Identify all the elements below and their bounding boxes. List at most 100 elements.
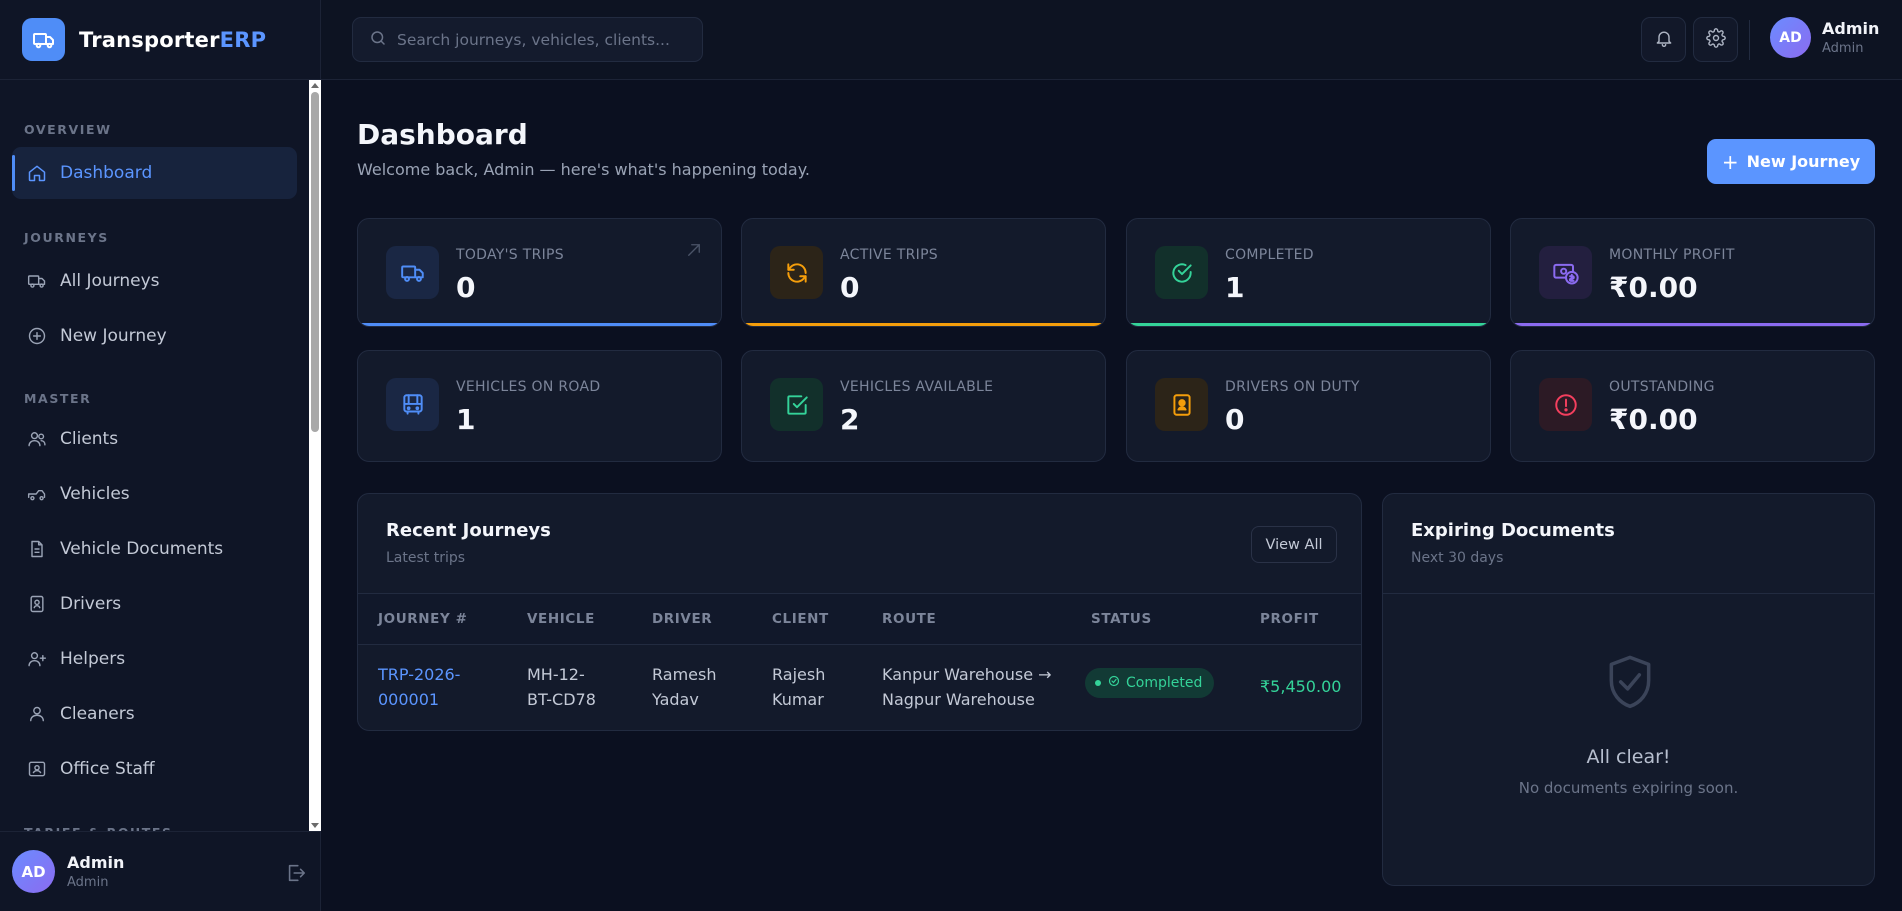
user-role: Admin bbox=[67, 875, 109, 890]
sidebar-item-cleaners[interactable]: Cleaners bbox=[12, 688, 297, 740]
sidebar-item-label: Drivers bbox=[60, 594, 122, 614]
sidebar-item-label: Helpers bbox=[60, 649, 126, 669]
stat-label: OUTSTANDING bbox=[1609, 379, 1715, 395]
stat-card-active-trips[interactable]: ACTIVE TRIPS 0 bbox=[741, 218, 1106, 327]
sidebar-scrollbar[interactable] bbox=[309, 80, 321, 831]
document-icon bbox=[26, 538, 48, 560]
sidebar-item-office-staff[interactable]: Office Staff bbox=[12, 743, 297, 795]
divider bbox=[358, 593, 1361, 594]
stat-value: 0 bbox=[1225, 403, 1245, 436]
truck-icon bbox=[26, 270, 48, 292]
column-header[interactable]: PROFIT bbox=[1260, 611, 1319, 627]
avatar[interactable]: AD bbox=[12, 850, 55, 893]
id-badge-icon bbox=[1155, 378, 1208, 431]
check-circle-icon bbox=[1155, 246, 1208, 299]
table-header: JOURNEY # VEHICLE DRIVER CLIENT ROUTE ST… bbox=[358, 594, 1361, 645]
stat-card-drivers-on-duty[interactable]: DRIVERS ON DUTY 0 bbox=[1126, 350, 1491, 462]
empty-state-title: All clear! bbox=[1586, 746, 1671, 768]
stat-label: ACTIVE TRIPS bbox=[840, 247, 938, 263]
sidebar-item-label: All Journeys bbox=[60, 271, 160, 291]
sidebar-item-label: Vehicles bbox=[60, 484, 130, 504]
scrollbar-thumb[interactable] bbox=[311, 92, 319, 432]
stat-label: COMPLETED bbox=[1225, 247, 1314, 263]
brand-name: TransporterERP bbox=[79, 27, 267, 52]
stat-value: ₹0.00 bbox=[1609, 403, 1698, 436]
stat-card-vehicles-on-road[interactable]: VEHICLES ON ROAD 1 bbox=[357, 350, 722, 462]
bell-icon bbox=[1654, 28, 1674, 52]
users-icon bbox=[26, 428, 48, 450]
sidebar-nav: OVERVIEW Dashboard JOURNEYS All Journeys… bbox=[0, 80, 321, 831]
topbar-user[interactable]: AD Admin Admin bbox=[1770, 17, 1879, 58]
journey-number-link[interactable]: TRP-2026- 000001 bbox=[378, 665, 461, 709]
sidebar-item-new-journey[interactable]: New Journey bbox=[12, 310, 297, 362]
stat-card-todays-trips[interactable]: TODAY'S TRIPS 0 bbox=[357, 218, 722, 327]
table-row[interactable]: TRP-2026- 000001 MH-12- BT-CD78 Ramesh Y… bbox=[358, 646, 1361, 726]
avatar[interactable]: AD bbox=[1770, 17, 1811, 58]
user-role: Admin bbox=[1822, 41, 1864, 56]
stat-card-vehicles-available[interactable]: VEHICLES AVAILABLE 2 bbox=[741, 350, 1106, 462]
route-cell: Kanpur Warehouse → Nagpur Warehouse bbox=[882, 665, 1052, 709]
stat-label: VEHICLES AVAILABLE bbox=[840, 379, 994, 395]
topbar: AD Admin Admin bbox=[321, 0, 1902, 80]
section-label-overview: OVERVIEW bbox=[24, 121, 112, 137]
status-dot-icon bbox=[1095, 680, 1101, 686]
stat-label: MONTHLY PROFIT bbox=[1609, 247, 1735, 263]
check-circle-icon bbox=[1108, 675, 1120, 691]
topbar-divider bbox=[1749, 20, 1750, 60]
plus-circle-icon bbox=[26, 325, 48, 347]
sidebar-item-vehicle-documents[interactable]: Vehicle Documents bbox=[12, 523, 297, 575]
trend-arrow-icon bbox=[685, 241, 703, 263]
truck-logo-icon bbox=[22, 18, 65, 61]
status-badge: Completed bbox=[1085, 668, 1215, 698]
stat-label: TODAY'S TRIPS bbox=[456, 247, 564, 263]
section-label-journeys: JOURNEYS bbox=[24, 229, 109, 245]
id-badge-icon bbox=[26, 593, 48, 615]
check-square-icon bbox=[770, 378, 823, 431]
new-journey-button[interactable]: + New Journey bbox=[1707, 139, 1875, 184]
stat-value: 0 bbox=[456, 271, 476, 304]
stat-card-monthly-profit[interactable]: MONTHLY PROFIT ₹0.00 bbox=[1510, 218, 1875, 327]
search-input[interactable] bbox=[397, 30, 697, 49]
brand[interactable]: TransporterERP bbox=[0, 0, 320, 80]
money-icon bbox=[1539, 246, 1592, 299]
stat-label: DRIVERS ON DUTY bbox=[1225, 379, 1360, 395]
search-box[interactable] bbox=[352, 17, 703, 62]
home-icon bbox=[26, 162, 48, 184]
section-label-master: MASTER bbox=[24, 390, 92, 406]
scroll-up-arrow-icon[interactable] bbox=[311, 83, 319, 88]
stat-accent-bar bbox=[1511, 323, 1874, 326]
page-subtitle: Welcome back, Admin — here's what's happ… bbox=[357, 160, 810, 179]
stat-value: 1 bbox=[1225, 271, 1245, 304]
sidebar-item-all-journeys[interactable]: All Journeys bbox=[12, 255, 297, 307]
sidebar-item-drivers[interactable]: Drivers bbox=[12, 578, 297, 630]
column-header[interactable]: ROUTE bbox=[882, 611, 937, 627]
settings-button[interactable] bbox=[1693, 17, 1738, 62]
column-header[interactable]: VEHICLE bbox=[527, 611, 595, 627]
sidebar-item-vehicles[interactable]: Vehicles bbox=[12, 468, 297, 520]
empty-state-subtitle: No documents expiring soon. bbox=[1518, 779, 1739, 797]
panel-subtitle: Next 30 days bbox=[1411, 550, 1504, 566]
column-header[interactable]: JOURNEY # bbox=[378, 611, 468, 627]
column-header[interactable]: CLIENT bbox=[772, 611, 829, 627]
sidebar-item-clients[interactable]: Clients bbox=[12, 413, 297, 465]
recent-journeys-panel: Recent Journeys Latest trips View All JO… bbox=[357, 493, 1362, 731]
stat-label: VEHICLES ON ROAD bbox=[456, 379, 601, 395]
client-cell: Rajesh Kumar bbox=[772, 665, 826, 709]
search-icon bbox=[369, 29, 387, 51]
logout-icon[interactable] bbox=[285, 862, 307, 888]
view-all-button[interactable]: View All bbox=[1251, 526, 1337, 563]
panel-title: Recent Journeys bbox=[386, 520, 551, 541]
contact-card-icon bbox=[26, 758, 48, 780]
column-header[interactable]: STATUS bbox=[1091, 611, 1152, 627]
sidebar-item-label: Dashboard bbox=[60, 163, 153, 183]
stat-card-completed[interactable]: COMPLETED 1 bbox=[1126, 218, 1491, 327]
notifications-button[interactable] bbox=[1641, 17, 1686, 62]
scroll-down-arrow-icon[interactable] bbox=[311, 823, 319, 828]
sidebar-item-dashboard[interactable]: Dashboard bbox=[12, 147, 297, 199]
stat-card-outstanding[interactable]: OUTSTANDING ₹0.00 bbox=[1510, 350, 1875, 462]
alert-circle-icon bbox=[1539, 378, 1592, 431]
sidebar-item-helpers[interactable]: Helpers bbox=[12, 633, 297, 685]
column-header[interactable]: DRIVER bbox=[652, 611, 713, 627]
sidebar-item-label: Clients bbox=[60, 429, 119, 449]
